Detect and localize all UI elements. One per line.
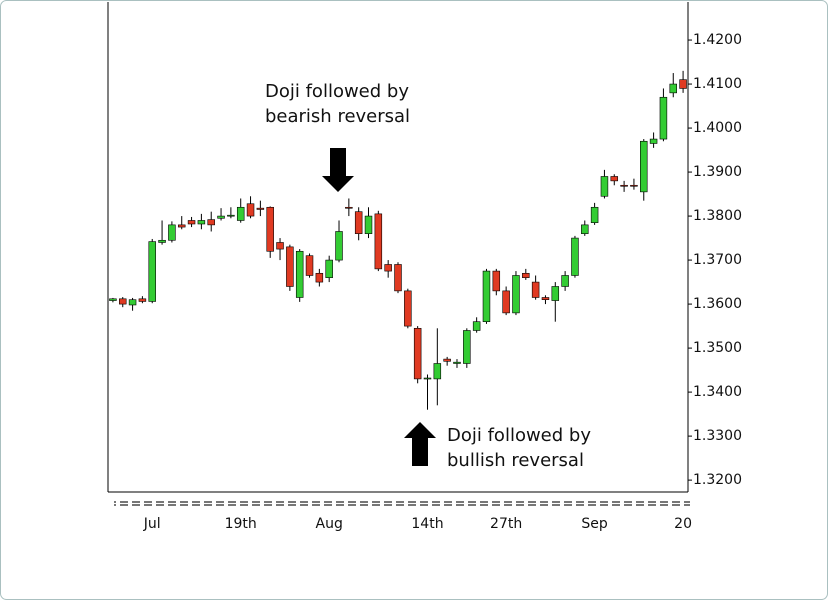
candle-body (600, 176, 609, 197)
candle-body (394, 264, 402, 292)
candle-body (659, 96, 668, 140)
y-tick-label: 1.3700 (693, 252, 742, 268)
annotation: Doji followed by (265, 81, 409, 102)
candle-body (541, 297, 550, 300)
y-tick-label: 1.3300 (693, 428, 742, 444)
candle-body (561, 275, 569, 287)
candle-body (168, 224, 176, 241)
candle-body (423, 377, 432, 380)
y-tick-label: 1.3500 (693, 340, 742, 356)
candle-body (404, 290, 412, 327)
arrow-down (322, 148, 354, 192)
candle-body (384, 264, 392, 272)
candle-body (610, 176, 619, 182)
candle-body (551, 286, 560, 301)
annotation: bearish reversal (265, 106, 410, 127)
candle-body (335, 231, 343, 261)
x-tick-label: Jul (143, 516, 161, 532)
candle-body (305, 255, 314, 276)
candle-body (453, 361, 461, 364)
candle-body (236, 206, 245, 221)
candle-body (463, 330, 471, 364)
candle-body (531, 281, 540, 298)
y-tick-label: 1.3600 (693, 296, 742, 312)
candle-body (158, 239, 166, 243)
candle-body (620, 184, 628, 187)
candle-body (315, 272, 324, 283)
candle-body (413, 327, 422, 380)
candle-body (669, 83, 677, 94)
candle-body (472, 321, 481, 331)
candle-body (217, 215, 225, 219)
candle-body (148, 241, 156, 302)
x-tick-label: 19th (225, 516, 257, 532)
candle-body (590, 206, 599, 223)
candle-body (227, 214, 235, 217)
candle-body (295, 250, 304, 298)
candle-body (187, 220, 196, 225)
candle-body (177, 224, 186, 228)
candle-body (128, 299, 137, 306)
annotation: Doji followed by (447, 425, 591, 446)
candle-body (443, 358, 451, 362)
candle-body (345, 206, 353, 209)
x-tick-label: 14th (411, 516, 443, 532)
candle-body (630, 184, 638, 187)
candle-body (246, 203, 255, 217)
candle-body (492, 270, 501, 292)
candle-body (138, 298, 147, 302)
candle-body (649, 138, 658, 144)
arrow-up (404, 422, 436, 466)
candle-body (522, 272, 530, 278)
x-tick-label: 27th (490, 516, 522, 532)
annotation: bullish reversal (447, 450, 584, 471)
candle-body (256, 207, 265, 210)
y-tick-label: 1.4200 (693, 32, 742, 48)
candle-body (640, 140, 648, 193)
y-tick-label: 1.3900 (693, 164, 742, 180)
y-tick-label: 1.4000 (693, 120, 742, 136)
candle-body (571, 237, 579, 276)
candle-body (109, 298, 117, 301)
candle-body (374, 213, 383, 270)
candle-body (679, 79, 687, 89)
candle-body (502, 290, 510, 314)
candle-body (286, 246, 294, 287)
candle-body (207, 219, 215, 226)
candle-body (266, 206, 274, 252)
y-tick-label: 1.3200 (693, 472, 742, 488)
candle-body (433, 363, 442, 380)
candle-body (119, 298, 127, 305)
candle-body (581, 224, 589, 234)
y-tick-label: 1.3800 (693, 208, 742, 224)
candle-body (364, 215, 373, 234)
x-tick-label: 20 (674, 516, 692, 532)
candle-body (354, 211, 363, 234)
candle-body (197, 220, 206, 225)
x-tick-label: Aug (316, 516, 343, 532)
x-tick-label: Sep (581, 516, 608, 532)
axis-pattern (114, 498, 690, 507)
candle-body (325, 259, 333, 278)
candle-body (482, 270, 491, 322)
y-tick-label: 1.3400 (693, 384, 742, 400)
candle-body (512, 275, 520, 314)
y-tick-label: 1.4100 (693, 76, 742, 92)
candle-body (276, 242, 284, 250)
